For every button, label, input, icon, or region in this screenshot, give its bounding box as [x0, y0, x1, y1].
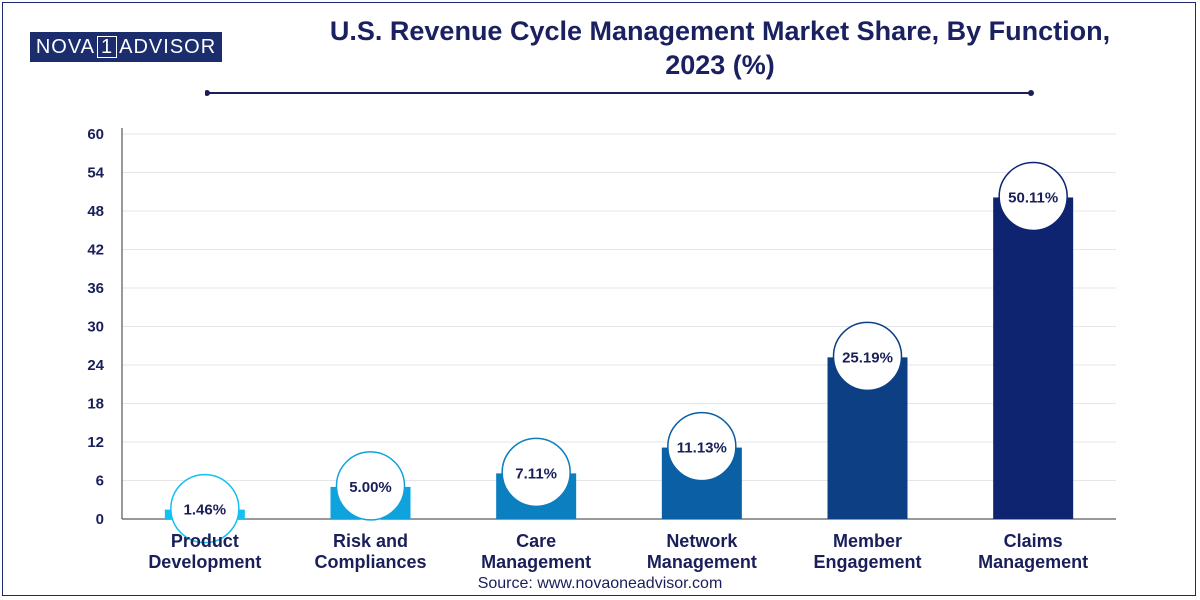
x-tick-label: Engagement	[813, 552, 921, 572]
axes: 0 6 12 18 24 30 36 42 48 54 60	[87, 126, 1116, 528]
y-tick-label: 48	[87, 203, 104, 220]
x-tick-label: Network	[666, 531, 738, 551]
x-tick-label: Compliances	[314, 552, 426, 572]
y-tick-label: 24	[87, 357, 104, 374]
x-tick-label: Development	[148, 552, 261, 572]
x-tick-label: Risk and	[333, 531, 408, 551]
data-label: 5.00%	[349, 479, 392, 496]
value-bubble	[501, 437, 571, 508]
brand-name-part3: ADVISOR	[119, 35, 217, 58]
y-tick-label: 36	[87, 280, 104, 297]
x-tick-label: Member	[833, 531, 902, 551]
chart-title: U.S. Revenue Cycle Management Market Sha…	[250, 14, 1190, 82]
x-tick-label: Management	[481, 552, 591, 572]
value-bubble	[667, 411, 737, 482]
y-tick-label: 42	[87, 242, 104, 259]
y-tick-label: 6	[96, 473, 104, 490]
x-tick-label: Management	[978, 552, 1088, 572]
x-tick-label: Management	[647, 552, 757, 572]
data-label: 1.46%	[184, 502, 227, 519]
value-bubble	[832, 321, 903, 392]
y-tick-label: 60	[87, 126, 104, 143]
title-divider	[205, 90, 1034, 96]
chart-title-line-2: 2023 (%)	[665, 50, 775, 80]
brand-name-part1: NOVA	[35, 35, 96, 58]
source-note: Source: www.novaoneadvisor.com	[477, 575, 723, 592]
brand-name-part2: 1	[97, 36, 118, 58]
data-label: 50.11%	[1008, 189, 1058, 206]
data-label: 25.19%	[842, 349, 893, 366]
x-tick-label: Care	[516, 531, 556, 551]
brand-logo: NOVA 1 ADVISOR	[30, 32, 222, 62]
y-tick-label: 12	[87, 434, 104, 451]
value-bubble	[170, 473, 240, 544]
value-bubble	[335, 451, 406, 521]
y-tick-label: 0	[96, 511, 104, 528]
value-bubble	[998, 161, 1068, 232]
y-tick-label: 18	[87, 396, 104, 413]
y-tick-label: 54	[87, 165, 104, 182]
data-label: 7.11%	[515, 465, 557, 482]
chart-title-line-1: U.S. Revenue Cycle Management Market Sha…	[329, 16, 1111, 46]
x-tick-label: Claims	[1004, 531, 1063, 551]
x-tick-label: Product	[171, 531, 239, 551]
bar	[993, 197, 1074, 520]
grid-lines	[122, 133, 1116, 481]
y-tick-label: 30	[87, 319, 104, 336]
data-label: 11.13%	[677, 440, 727, 457]
bars	[164, 197, 1074, 520]
